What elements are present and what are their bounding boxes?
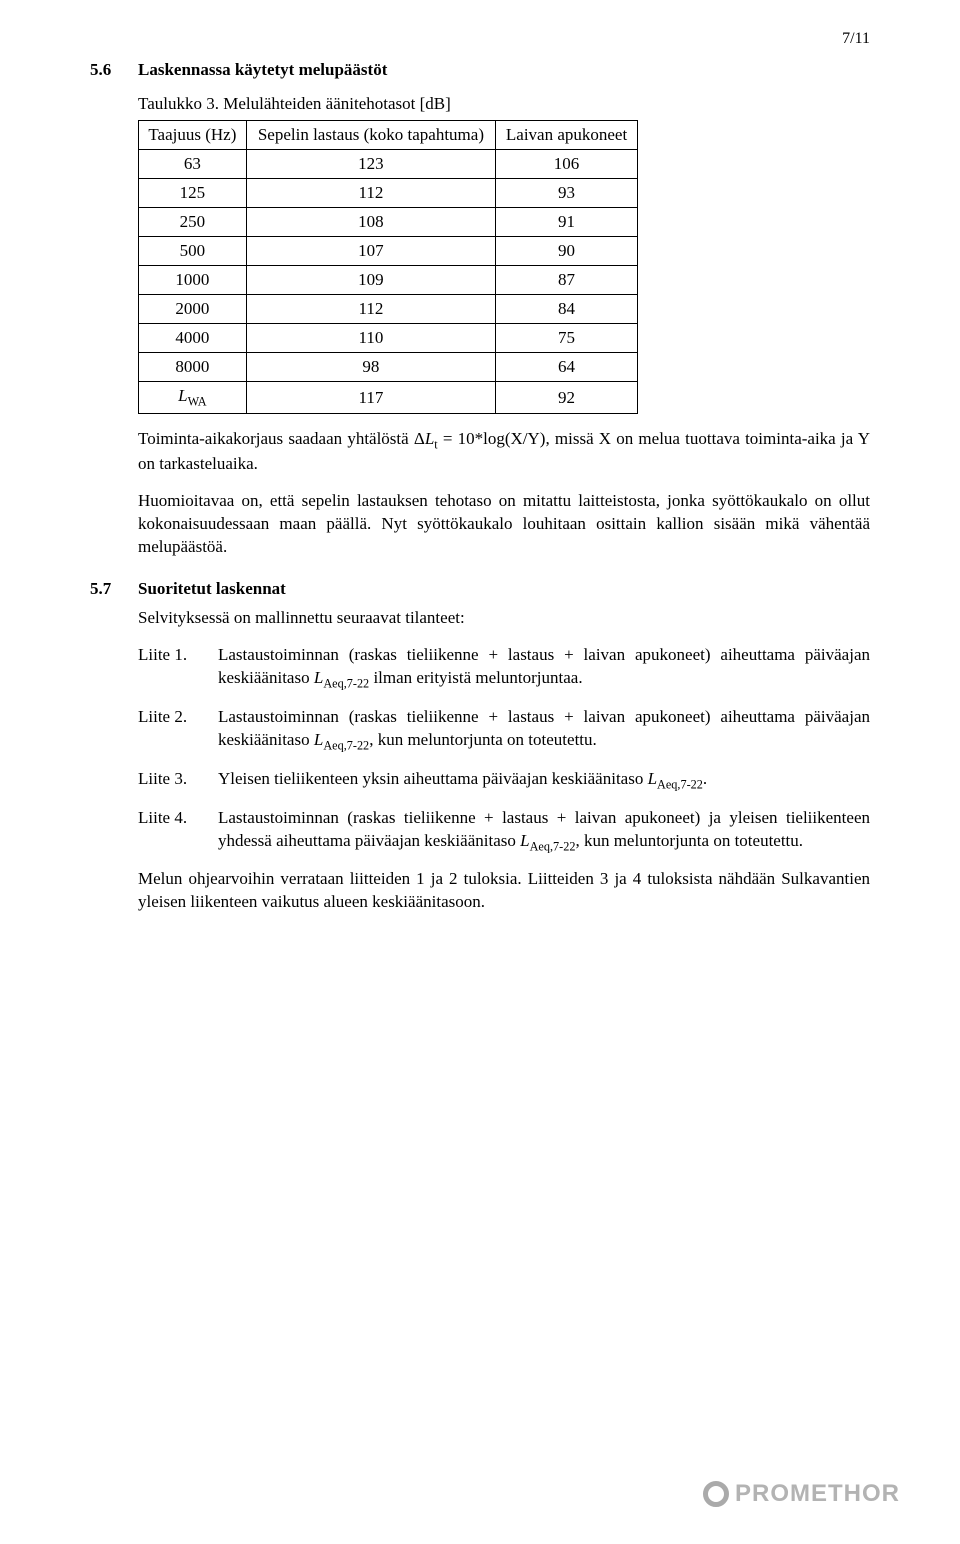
liite1-sub: Aeq,7-22	[323, 676, 369, 690]
cell: 107	[246, 237, 495, 266]
liite4-b: , kun meluntorjunta on toteutettu.	[575, 831, 803, 850]
liite1-L: L	[314, 668, 323, 687]
liite-2-row: Liite 2. Lastaustoiminnan (raskas tielii…	[138, 706, 870, 754]
cell: 98	[246, 353, 495, 382]
table-header-freq: Taajuus (Hz)	[139, 121, 247, 150]
liite-1-row: Liite 1. Lastaustoiminnan (raskas tielii…	[138, 644, 870, 692]
table-row: 125 112 93	[139, 179, 638, 208]
liite4-L: L	[520, 831, 529, 850]
table-row: 1000 109 87	[139, 266, 638, 295]
cell: 123	[246, 150, 495, 179]
logo-ring-icon	[703, 1481, 729, 1507]
table-row: Taajuus (Hz) Sepelin lastaus (koko tapah…	[139, 121, 638, 150]
liite-4-row: Liite 4. Lastaustoiminnan (raskas tielii…	[138, 807, 870, 855]
cell: 87	[496, 266, 638, 295]
para-intro-57: Selvityksessä on mallinnettu seuraavat t…	[138, 607, 870, 630]
para1-a: Toiminta-aikakorjaus saadaan yhtälöstä Δ	[138, 429, 425, 448]
section-5-7-number: 5.7	[90, 579, 138, 599]
liite-4-text: Lastaustoiminnan (raskas tieliikenne + l…	[218, 807, 870, 855]
logo-text: PROMETHOR	[735, 1480, 900, 1508]
liite-2-text: Lastaustoiminnan (raskas tieliikenne + l…	[218, 706, 870, 754]
table-3: Taajuus (Hz) Sepelin lastaus (koko tapah…	[138, 120, 638, 414]
lwa-L: L	[178, 386, 187, 405]
section-5-6-heading: 5.6 Laskennassa käytetyt melupäästöt	[90, 60, 870, 80]
cell: 64	[496, 353, 638, 382]
liite-2-label: Liite 2.	[138, 706, 218, 754]
table-row: 250 108 91	[139, 208, 638, 237]
section-5-7-title: Suoritetut laskennat	[138, 579, 286, 599]
promethor-logo: PROMETHOR	[703, 1480, 900, 1508]
cell: 8000	[139, 353, 247, 382]
liite3-a: Yleisen tieliikenteen yksin aiheuttama p…	[218, 769, 648, 788]
table-row: 4000 110 75	[139, 324, 638, 353]
table-row: 2000 112 84	[139, 295, 638, 324]
table-row: 63 123 106	[139, 150, 638, 179]
liite-1-text: Lastaustoiminnan (raskas tieliikenne + l…	[218, 644, 870, 692]
cell: 75	[496, 324, 638, 353]
section-5-6-number: 5.6	[90, 60, 138, 80]
cell: 109	[246, 266, 495, 295]
table-row-lwa: LWA 117 92	[139, 382, 638, 414]
cell: 84	[496, 295, 638, 324]
section-5-6-title: Laskennassa käytetyt melupäästöt	[138, 60, 387, 80]
para-toiminta-aikakorjaus: Toiminta-aikakorjaus saadaan yhtälöstä Δ…	[138, 428, 870, 476]
table-3-caption-prefix: Taulukko 3.	[138, 94, 219, 113]
liite-3-label: Liite 3.	[138, 768, 218, 793]
liite2-sub: Aeq,7-22	[323, 738, 369, 752]
cell: 2000	[139, 295, 247, 324]
cell: 1000	[139, 266, 247, 295]
liite-3-text: Yleisen tieliikenteen yksin aiheuttama p…	[218, 768, 870, 793]
table-header-sepelin: Sepelin lastaus (koko tapahtuma)	[246, 121, 495, 150]
para-huomioitavaa: Huomioitavaa on, että sepelin lastauksen…	[138, 490, 870, 559]
cell: 90	[496, 237, 638, 266]
liite3-b: .	[703, 769, 707, 788]
liite3-sub: Aeq,7-22	[657, 777, 703, 791]
table-header-laivan: Laivan apukoneet	[496, 121, 638, 150]
liite2-L: L	[314, 730, 323, 749]
liite-1-label: Liite 1.	[138, 644, 218, 692]
cell: 63	[139, 150, 247, 179]
cell: 106	[496, 150, 638, 179]
para-closing: Melun ohjearvoihin verrataan liitteiden …	[138, 868, 870, 914]
cell: 500	[139, 237, 247, 266]
table-3-caption-rest: Melulähteiden äänitehotasot [dB]	[223, 94, 451, 113]
cell: 110	[246, 324, 495, 353]
cell: 112	[246, 179, 495, 208]
lwa-sub: WA	[188, 394, 207, 408]
cell: 91	[496, 208, 638, 237]
cell: 108	[246, 208, 495, 237]
liite3-L: L	[648, 769, 657, 788]
cell: 250	[139, 208, 247, 237]
page-number: 7/11	[842, 30, 870, 48]
liite-3-row: Liite 3. Yleisen tieliikenteen yksin aih…	[138, 768, 870, 793]
liite2-b: , kun meluntorjunta on toteutettu.	[369, 730, 597, 749]
para1-L: L	[425, 429, 434, 448]
cell: 112	[246, 295, 495, 324]
cell: 4000	[139, 324, 247, 353]
liite1-b: ilman erityistä meluntorjuntaa.	[369, 668, 582, 687]
table-row: 8000 98 64	[139, 353, 638, 382]
cell-lwa-label: LWA	[139, 382, 247, 414]
cell: 117	[246, 382, 495, 414]
cell: 93	[496, 179, 638, 208]
table-row: 500 107 90	[139, 237, 638, 266]
cell: 125	[139, 179, 247, 208]
section-5-7-heading: 5.7 Suoritetut laskennat	[90, 579, 870, 599]
liite-4-label: Liite 4.	[138, 807, 218, 855]
cell: 92	[496, 382, 638, 414]
liite4-sub: Aeq,7-22	[530, 839, 576, 853]
table-3-caption: Taulukko 3. Melulähteiden äänitehotasot …	[138, 94, 870, 114]
